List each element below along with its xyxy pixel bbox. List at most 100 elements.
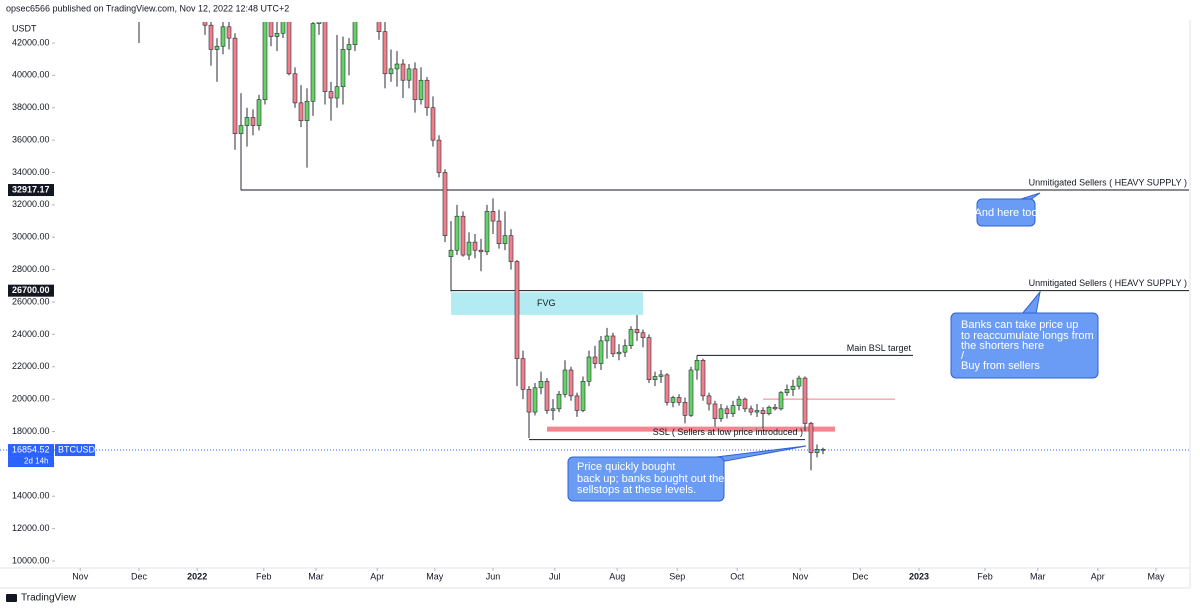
currency: USDT	[12, 23, 37, 33]
candle-body	[454, 215, 460, 251]
level-price-box	[8, 284, 54, 297]
candle-body	[814, 449, 820, 453]
candle-body	[520, 358, 526, 390]
level-price-label: 26700.00	[12, 285, 50, 295]
callout-box	[976, 198, 1036, 227]
candle-body	[748, 408, 754, 413]
candle-body	[214, 45, 220, 50]
candle-body	[436, 139, 442, 173]
logo	[6, 594, 17, 602]
x-tick-label: Apr	[1091, 571, 1105, 581]
candle-body	[274, 32, 280, 37]
candle-body	[202, 22, 208, 26]
candle-body	[514, 261, 520, 359]
candle-body	[562, 369, 568, 395]
y-tick-label: 40000.00	[12, 70, 50, 80]
candle-body	[664, 374, 670, 403]
x-tick-label: Feb	[977, 571, 993, 581]
candle-body	[778, 392, 784, 410]
candle-body	[640, 332, 646, 338]
candle-body	[670, 397, 676, 403]
candle-body	[412, 68, 418, 100]
callout: And here too	[975, 192, 1041, 227]
candle-body	[304, 100, 310, 121]
candle-body	[244, 117, 250, 126]
candle-body	[760, 410, 766, 414]
y-tick-label: 36000.00	[12, 134, 50, 144]
candle-body	[742, 398, 748, 410]
candle-body	[220, 26, 226, 47]
candle-body	[526, 389, 532, 413]
candle-body	[376, 22, 382, 32]
level-text: Unmitigated Sellers ( HEAVY SUPPLY )	[1029, 278, 1187, 288]
callout-text: sellstops at these levels.	[577, 484, 696, 496]
candle-body	[496, 220, 502, 245]
candle-body	[604, 335, 610, 342]
callout-text: Buy from sellers	[961, 360, 1040, 372]
candle-body	[586, 356, 592, 382]
candle-body	[652, 376, 658, 381]
x-tick-label: Aug	[609, 571, 625, 581]
candle-body	[646, 337, 652, 381]
candle-body	[359, 0, 363, 4]
symbol-label: BTCUSDT	[58, 444, 101, 454]
x-tick-label: Dec	[852, 571, 869, 581]
callout-text: to reaccumulate longs from	[961, 330, 1094, 342]
x-tick-label: Dec	[131, 571, 148, 581]
candle-body	[286, 22, 292, 75]
candle-body	[316, 22, 322, 24]
y-tick-label: 38000.00	[12, 102, 50, 112]
countdown-box	[8, 456, 54, 468]
candle-body	[802, 377, 808, 424]
x-tick-label: May	[426, 571, 444, 581]
candle-body	[322, 22, 328, 92]
candle-body	[460, 215, 466, 256]
candle-body	[382, 31, 388, 75]
candle-body	[808, 423, 814, 453]
footer: TradingView	[6, 593, 77, 604]
candle-body	[268, 22, 274, 37]
candle-body	[418, 79, 424, 100]
level-price-label: 32917.17	[12, 184, 50, 194]
candle-body	[226, 26, 232, 39]
callout-box	[950, 312, 1099, 379]
plot: FVG Unmitigated Sellers ( HEAVY SUPPLY ) U…	[0, 0, 1190, 471]
candle-body	[478, 249, 484, 253]
y-tick-label: 32000.00	[12, 199, 50, 209]
candle-body	[448, 249, 454, 257]
candle-body	[790, 385, 796, 390]
candle-body	[394, 63, 400, 70]
candle-body	[544, 381, 550, 411]
candle-body	[580, 381, 586, 411]
candle-body	[310, 23, 316, 102]
candle-body	[256, 99, 262, 126]
y-tick-label: 10000.00	[12, 555, 50, 565]
x-tick-label: Mar	[308, 571, 324, 581]
candle-body	[610, 335, 616, 355]
candle-body	[634, 329, 640, 334]
candle-body	[622, 345, 628, 353]
candle-body	[280, 22, 286, 34]
candle-body	[676, 397, 682, 403]
candle-body	[550, 408, 556, 411]
x-tick-label: Jul	[549, 571, 561, 581]
candle-body	[766, 406, 772, 414]
x-tick-label: Nov	[72, 571, 89, 581]
y-tick-label: 20000.00	[12, 394, 50, 404]
candle-body	[442, 172, 448, 236]
candle-body	[694, 359, 700, 371]
candle-body	[430, 107, 436, 141]
candle-body	[784, 389, 790, 393]
fvg-label: FVG	[537, 298, 556, 308]
candle-body	[628, 329, 634, 347]
candle-body	[616, 351, 622, 355]
candle-body	[718, 408, 724, 419]
symbol-box	[55, 444, 95, 457]
candle-body	[340, 49, 346, 88]
candle-body	[592, 356, 598, 364]
callout-text: And here too	[975, 207, 1038, 219]
callout-text: the shorters here	[961, 340, 1044, 352]
candle-body	[502, 235, 508, 245]
